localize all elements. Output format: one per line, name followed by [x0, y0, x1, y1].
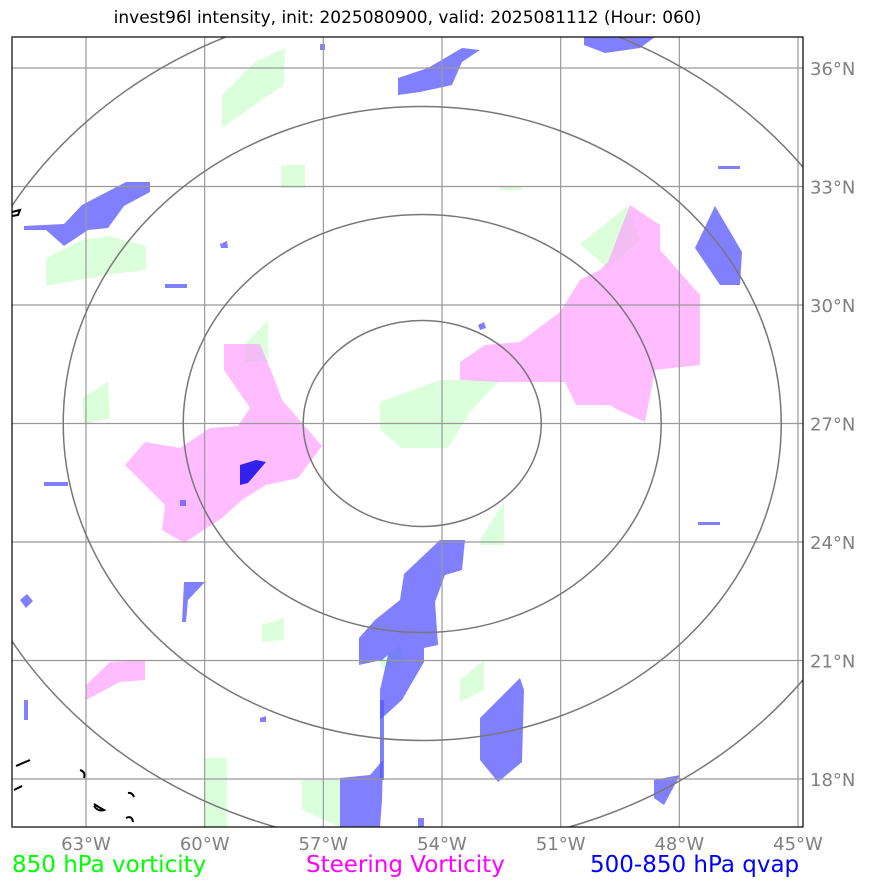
longitude-label: 54°W: [417, 834, 467, 855]
longitude-label: 51°W: [536, 834, 586, 855]
latitude-label: 21°N: [810, 652, 855, 673]
range-ring: [182, 213, 662, 634]
map-frame: [11, 36, 804, 828]
latitude-label: 33°N: [810, 178, 855, 199]
range-ring: [62, 105, 782, 742]
vorticity-850-layer: [46, 48, 640, 827]
longitude-label: 48°W: [654, 834, 704, 855]
latitude-labels: 36°N 33°N 30°N 27°N 24°N 21°N 18°N: [810, 59, 855, 791]
steering-vorticity-layer: [86, 205, 700, 700]
overlap-blob: [240, 460, 266, 485]
range-rings: [12, 37, 803, 827]
qvap-layer: [20, 37, 742, 827]
range-ring: [302, 319, 542, 528]
latitude-label: 30°N: [810, 296, 855, 317]
graticule: [12, 37, 803, 827]
longitude-label: 45°W: [773, 834, 823, 855]
map-title: invest96l intensity, init: 2025080900, v…: [113, 8, 702, 28]
legend-steering-vorticity: Steering Vorticity: [306, 852, 505, 878]
longitude-label: 60°W: [180, 834, 230, 855]
longitude-labels: 63°W 60°W 57°W 54°W 51°W 48°W 45°W: [61, 834, 823, 855]
longitude-label: 57°W: [298, 834, 348, 855]
coastline-layer: [12, 208, 135, 823]
latitude-label: 27°N: [810, 415, 855, 436]
legend-850-vorticity: 850 hPa vorticity: [12, 852, 207, 878]
latitude-label: 36°N: [810, 59, 855, 80]
latitude-label: 24°N: [810, 533, 855, 554]
longitude-label: 63°W: [61, 834, 111, 855]
legend-qvap: 500-850 hPa qvap: [590, 852, 800, 878]
latitude-label: 18°N: [810, 770, 855, 791]
